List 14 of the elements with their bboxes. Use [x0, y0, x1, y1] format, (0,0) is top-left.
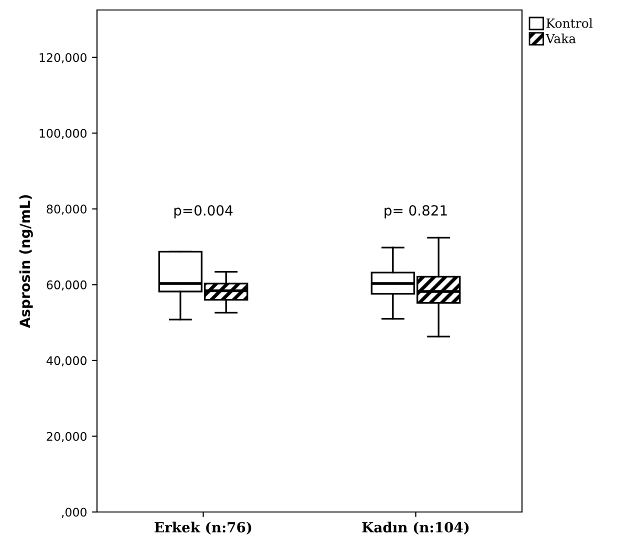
annotation: p=0.004	[174, 205, 233, 218]
annotation: p= 0.821	[384, 205, 447, 218]
y-tick-label: ,000	[62, 508, 86, 518]
y-tick-label: 80,000	[46, 204, 86, 215]
y-tick-label: 120,000	[40, 53, 86, 64]
y-tick-label: 40,000	[46, 356, 86, 366]
x-tick-label: Kadın (n:104)	[362, 522, 469, 534]
legend-label: Kontrol	[546, 18, 592, 28]
y-axis-title: Asprosin (ng/mL)	[19, 195, 33, 328]
x-tick-label: Erkek (n:76)	[154, 522, 252, 534]
y-tick-label: 20,000	[46, 432, 86, 442]
y-tick-label: 100,000	[40, 128, 86, 139]
legend-label: Vaka	[546, 34, 576, 44]
y-tick-label: 60,000	[46, 280, 86, 291]
